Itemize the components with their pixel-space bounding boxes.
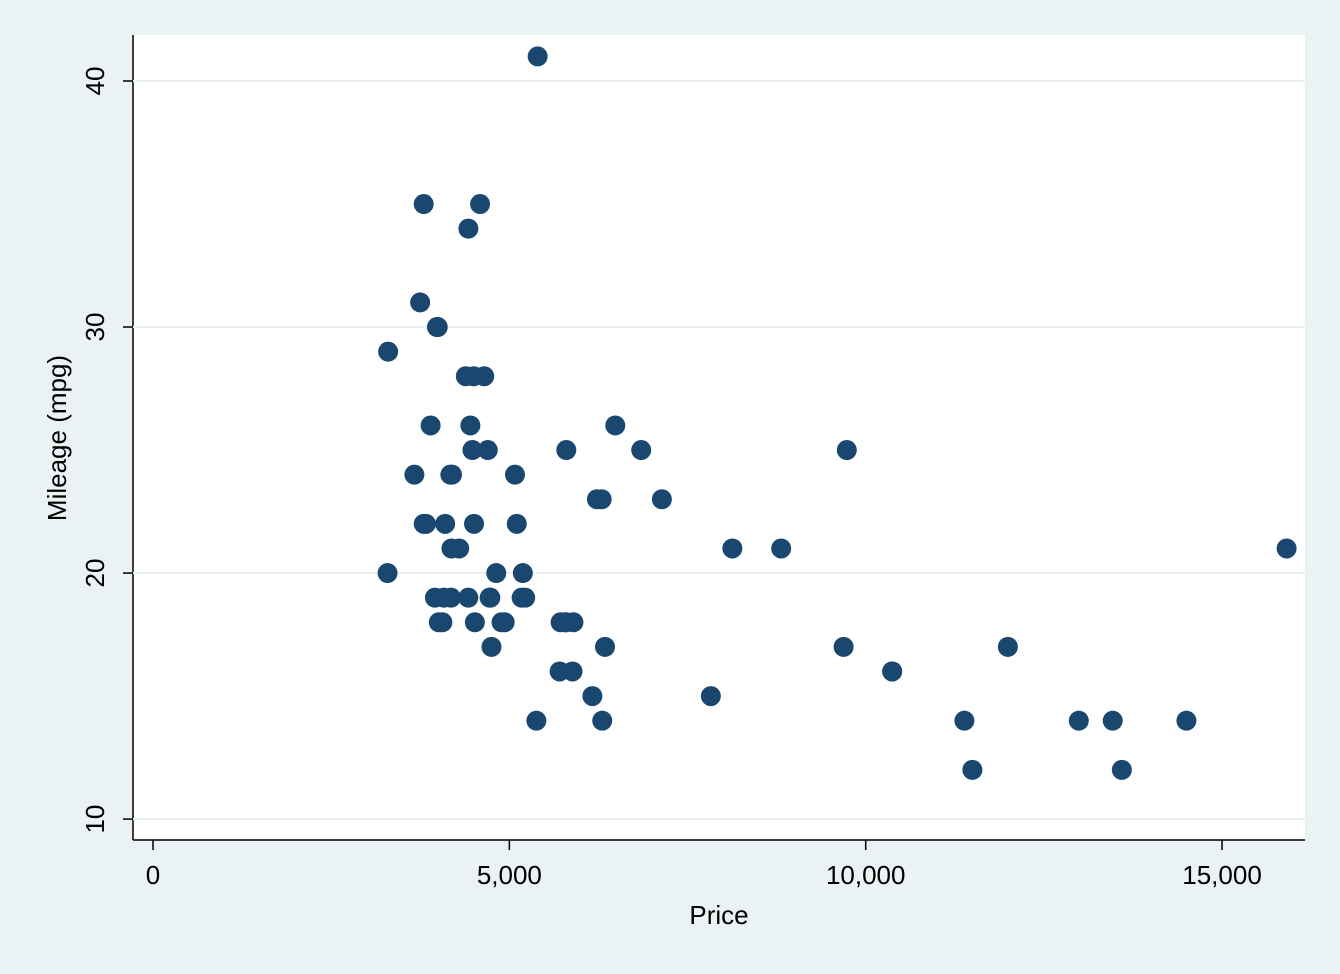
point	[506, 513, 527, 534]
point	[410, 292, 431, 313]
x-tick-label: 0	[146, 860, 160, 890]
point	[404, 464, 425, 485]
point	[582, 686, 603, 707]
point	[592, 710, 613, 731]
point	[481, 636, 502, 657]
x-axis-title: Price	[689, 900, 748, 930]
point	[494, 612, 515, 633]
point	[562, 661, 583, 682]
plot-area	[133, 35, 1305, 840]
point	[432, 612, 453, 633]
point	[631, 440, 652, 461]
point	[771, 538, 792, 559]
point	[377, 563, 398, 584]
point	[700, 686, 721, 707]
point	[954, 710, 975, 731]
point	[527, 46, 548, 67]
point	[997, 636, 1018, 657]
point	[651, 489, 672, 510]
point	[458, 218, 479, 239]
point	[605, 415, 626, 436]
point	[440, 464, 461, 485]
point	[464, 612, 485, 633]
point	[833, 636, 854, 657]
point	[427, 317, 448, 338]
point	[512, 563, 533, 584]
point	[424, 587, 445, 608]
y-tick-label: 10	[80, 805, 110, 834]
y-axis-title: Mileage (mpg)	[42, 355, 72, 521]
point	[420, 415, 441, 436]
point	[486, 563, 507, 584]
point	[1068, 710, 1089, 731]
x-tick-label: 5,000	[477, 860, 542, 890]
point	[479, 587, 500, 608]
point	[435, 513, 456, 534]
point	[586, 489, 607, 510]
point	[413, 194, 434, 215]
y-tick-label: 20	[80, 559, 110, 588]
point	[836, 440, 857, 461]
point	[962, 759, 983, 780]
point	[526, 710, 547, 731]
point	[460, 415, 481, 436]
point	[378, 341, 399, 362]
point	[463, 366, 484, 387]
point	[458, 587, 479, 608]
point	[462, 440, 483, 461]
point	[477, 440, 498, 461]
y-tick-label: 40	[80, 67, 110, 96]
point	[464, 513, 485, 534]
point	[556, 440, 577, 461]
point	[515, 587, 536, 608]
point	[595, 636, 616, 657]
point	[722, 538, 743, 559]
point	[415, 513, 436, 534]
x-tick-label: 15,000	[1182, 860, 1262, 890]
point	[1111, 759, 1132, 780]
point	[1102, 710, 1123, 731]
point	[550, 612, 571, 633]
y-tick-label: 30	[80, 313, 110, 342]
point	[470, 194, 491, 215]
x-tick-label: 10,000	[826, 860, 906, 890]
point	[1276, 538, 1297, 559]
point	[882, 661, 903, 682]
point	[504, 464, 525, 485]
point	[449, 538, 470, 559]
point	[440, 587, 461, 608]
point	[1176, 710, 1197, 731]
